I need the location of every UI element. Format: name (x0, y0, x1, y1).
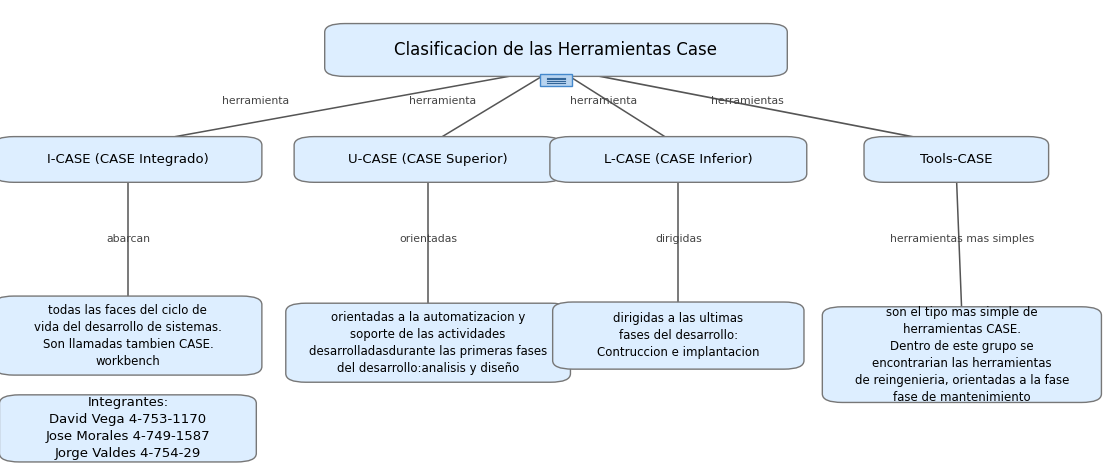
FancyBboxPatch shape (0, 296, 262, 375)
FancyBboxPatch shape (553, 302, 804, 369)
FancyBboxPatch shape (823, 307, 1101, 403)
FancyBboxPatch shape (540, 74, 572, 86)
FancyBboxPatch shape (294, 137, 563, 182)
Text: todas las faces del ciclo de
vida del desarrollo de sistemas.
Son llamadas tambi: todas las faces del ciclo de vida del de… (34, 304, 221, 367)
Text: U-CASE (CASE Superior): U-CASE (CASE Superior) (348, 153, 508, 166)
Text: Integrantes:
David Vega 4-753-1170
Jose Morales 4-749-1587
Jorge Valdes 4-754-29: Integrantes: David Vega 4-753-1170 Jose … (46, 397, 210, 460)
Text: orientadas: orientadas (399, 234, 457, 244)
Text: abarcan: abarcan (106, 234, 150, 244)
Text: Clasificacion de las Herramientas Case: Clasificacion de las Herramientas Case (395, 41, 717, 59)
Text: I-CASE (CASE Integrado): I-CASE (CASE Integrado) (47, 153, 209, 166)
Text: herramienta: herramienta (570, 96, 637, 106)
Text: herramienta: herramienta (222, 96, 289, 106)
Text: herramientas mas simples: herramientas mas simples (890, 234, 1034, 244)
FancyBboxPatch shape (286, 303, 570, 382)
FancyBboxPatch shape (325, 24, 787, 76)
FancyBboxPatch shape (864, 137, 1049, 182)
Text: Tools-CASE: Tools-CASE (920, 153, 993, 166)
Text: dirigidas a las ultimas
fases del desarrollo:
Contruccion e implantacion: dirigidas a las ultimas fases del desarr… (597, 312, 759, 359)
Text: son el tipo mas simple de
herramientas CASE.
Dentro de este grupo se
encontraria: son el tipo mas simple de herramientas C… (855, 306, 1069, 404)
Text: orientadas a la automatizacion y
soporte de las actividades
desarrolladasdurante: orientadas a la automatizacion y soporte… (309, 311, 547, 375)
Text: dirigidas: dirigidas (655, 234, 702, 244)
FancyBboxPatch shape (0, 137, 262, 182)
Text: L-CASE (CASE Inferior): L-CASE (CASE Inferior) (604, 153, 753, 166)
Text: herramienta: herramienta (409, 96, 476, 106)
FancyBboxPatch shape (0, 395, 257, 462)
FancyBboxPatch shape (549, 137, 806, 182)
Text: herramientas: herramientas (711, 96, 784, 106)
